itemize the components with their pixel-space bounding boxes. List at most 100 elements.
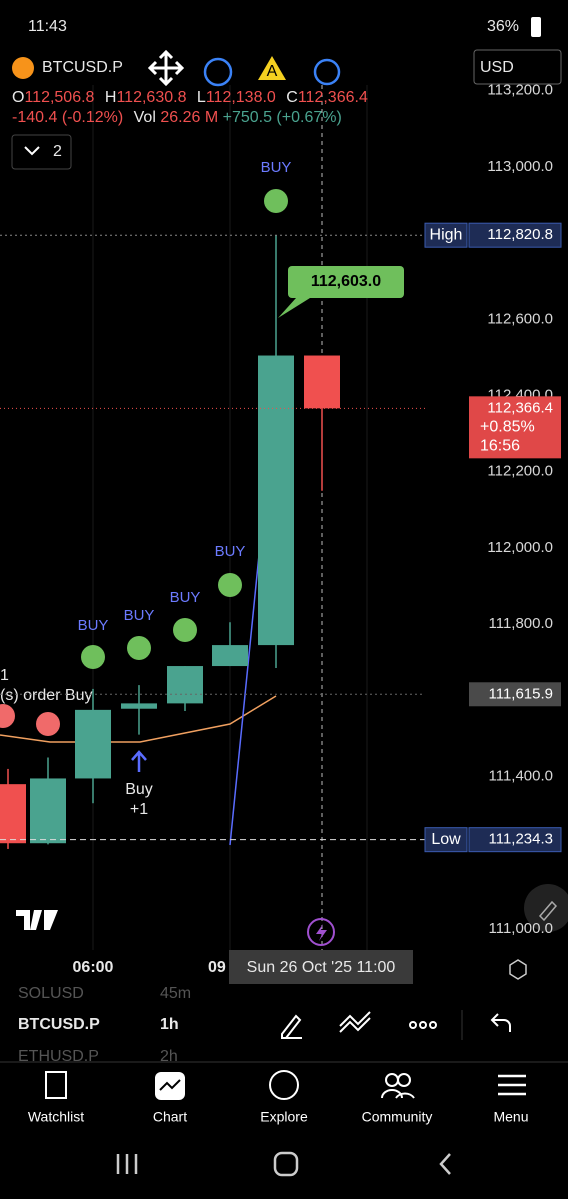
more-tool[interactable] xyxy=(409,1021,437,1029)
candle-body xyxy=(212,645,248,667)
community-icon[interactable] xyxy=(381,1073,415,1099)
menu-icon[interactable] xyxy=(498,1074,526,1096)
nav-label[interactable]: Menu xyxy=(493,1109,528,1125)
ohlc-row: O112,506.8 H112,630.8 L112,138.0 C112,36… xyxy=(12,89,368,106)
back-button[interactable] xyxy=(439,1153,451,1175)
explore-icon[interactable] xyxy=(269,1070,299,1100)
signal-label: BUY xyxy=(124,607,155,624)
interval-next: 2h xyxy=(160,1048,178,1065)
interval-prev: 45m xyxy=(160,985,191,1002)
o-label: O xyxy=(12,89,24,106)
buy-signal xyxy=(218,573,242,597)
chart-area xyxy=(0,85,368,950)
trade-label: Buy xyxy=(125,781,153,798)
alert-icon[interactable] xyxy=(258,56,286,80)
buy-signal xyxy=(81,645,105,669)
clock: 11:43 xyxy=(28,18,67,35)
battery-icon xyxy=(531,17,541,37)
price-tag-text: 111,615.9 xyxy=(488,685,553,702)
logo xyxy=(16,910,58,930)
chart-glyph xyxy=(159,1079,181,1091)
price-tag xyxy=(468,222,562,248)
c-label: C xyxy=(286,89,298,106)
sell-signal xyxy=(36,712,60,736)
crosshair-time xyxy=(229,950,413,984)
currency-select[interactable] xyxy=(473,49,562,85)
buy-signal xyxy=(264,189,288,213)
power-icon[interactable] xyxy=(313,58,341,86)
interval-current[interactable]: 1h xyxy=(160,1016,179,1033)
move-icon[interactable] xyxy=(147,49,185,87)
nav-label[interactable]: Chart xyxy=(153,1109,187,1125)
price-tag-text: 112,820.8 xyxy=(487,226,553,243)
price-callout xyxy=(288,266,404,298)
symbol-current[interactable]: BTCUSD.P xyxy=(18,1016,100,1033)
price-tag-text: 112,366.4 xyxy=(487,399,553,416)
y-tick-label: 111,000.0 xyxy=(488,920,553,937)
buy-arrow xyxy=(131,750,147,772)
l-value: 112,138.0 xyxy=(206,89,276,106)
y-tick-label: 113,000.0 xyxy=(487,158,553,175)
trend-line xyxy=(229,544,261,846)
nav-label[interactable]: Watchlist xyxy=(28,1109,84,1125)
signal-label: BUY xyxy=(78,617,109,634)
nav-label[interactable]: Explore xyxy=(260,1109,308,1125)
price-name-tag xyxy=(424,222,468,248)
price-name: High xyxy=(430,226,463,243)
price-tag-text: 111,234.3 xyxy=(488,831,553,848)
candle-body xyxy=(30,778,66,844)
undo-tool[interactable] xyxy=(490,1013,511,1032)
time-label: 06:00 xyxy=(73,959,114,976)
y-tick-label: 111,400.0 xyxy=(488,768,553,785)
event-bolt xyxy=(316,924,327,941)
candle-body xyxy=(75,709,111,779)
chevron xyxy=(24,146,40,156)
trade-qty: +1 xyxy=(130,801,148,818)
price-tag xyxy=(469,396,561,459)
callout-pointer xyxy=(278,298,310,318)
nav-label[interactable]: Community xyxy=(362,1109,433,1125)
symbol-prev: SOLUSD xyxy=(18,985,84,1002)
change-ext: +750.5 (+0.67%) xyxy=(223,109,342,126)
signal-label: BUY xyxy=(261,159,292,176)
home-button[interactable] xyxy=(273,1151,299,1177)
candle-body xyxy=(167,666,203,704)
price-tag xyxy=(469,682,561,707)
btc-icon xyxy=(12,57,34,79)
signal-label: BUY xyxy=(170,589,201,606)
eye-icon[interactable] xyxy=(203,57,233,87)
pattern-tool[interactable] xyxy=(339,1011,371,1033)
order-label: (s) order Buy xyxy=(0,687,92,704)
o-value: 112,506.8 xyxy=(24,89,94,106)
recents-button[interactable] xyxy=(116,1154,138,1174)
vol-label: Vol xyxy=(134,109,156,126)
y-tick-label: 111,800.0 xyxy=(488,615,553,632)
crosshair-time-text: Sun 26 Oct '25 11:00 xyxy=(247,959,396,976)
y-tick-label: 112,000.0 xyxy=(487,539,553,556)
symbol: BTCUSD.P xyxy=(42,59,123,76)
symbol-next: ETHUSD.P xyxy=(18,1048,99,1065)
callout-text: 112,603.0 xyxy=(311,273,381,290)
watchlist-icon[interactable] xyxy=(45,1071,67,1099)
pencil-icon xyxy=(538,900,558,922)
price-name: Low xyxy=(431,831,461,848)
buy-signal xyxy=(127,636,151,660)
settings-icon[interactable] xyxy=(509,959,527,980)
price-tag-change: +0.85% xyxy=(480,419,535,436)
price-name-tag xyxy=(424,827,468,853)
indicator-count: 2 xyxy=(53,143,62,160)
order-count: 1 xyxy=(0,667,9,684)
change-row: -140.4 (-0.12%) Vol 26.26 M +750.5 (+0.6… xyxy=(12,109,342,126)
candle-body xyxy=(0,784,26,844)
change: -140.4 (-0.12%) xyxy=(12,109,123,126)
vol-value: 26.26 M xyxy=(160,109,218,126)
sell-signal xyxy=(0,704,15,728)
event-icon xyxy=(307,918,335,946)
indicator-toggle[interactable] xyxy=(11,134,72,170)
draw-tool[interactable] xyxy=(281,1014,302,1039)
l-label: L xyxy=(197,89,206,106)
candle-body xyxy=(304,355,340,409)
y-tick-label: 112,600.0 xyxy=(487,310,553,327)
price-tag-countdown: 16:56 xyxy=(480,438,520,455)
